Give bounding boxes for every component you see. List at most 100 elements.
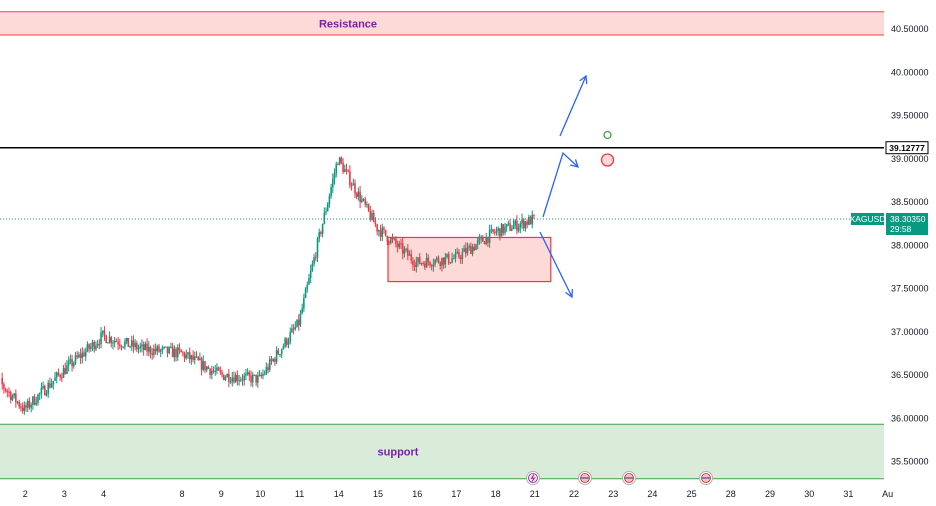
candle-body — [366, 204, 368, 206]
candle-body — [67, 361, 70, 366]
candle — [18, 399, 21, 410]
candle — [311, 260, 314, 272]
candle — [86, 341, 89, 353]
candle — [289, 327, 292, 345]
candle — [96, 339, 99, 349]
candle-body — [531, 214, 534, 225]
price-tick-label: 39.50000 — [891, 111, 929, 121]
candle — [4, 387, 7, 393]
green-marker-circle[interactable] — [603, 130, 612, 140]
candle-body — [471, 246, 474, 254]
candle-body — [233, 377, 235, 383]
candle — [258, 369, 261, 377]
us-event-icon-1[interactable] — [578, 471, 592, 485]
candle — [335, 161, 338, 178]
candle — [522, 217, 525, 232]
time-tick-label: 3 — [62, 489, 67, 499]
candle-body — [345, 169, 348, 171]
candle-body — [430, 265, 433, 267]
candle — [209, 368, 211, 379]
candle — [127, 337, 130, 347]
candle-body — [268, 359, 271, 371]
red-marker-circle[interactable] — [600, 153, 615, 167]
candle — [204, 360, 206, 374]
candle — [364, 196, 367, 208]
candle — [320, 230, 322, 237]
consolidation-box[interactable] — [387, 236, 552, 283]
candle-body — [35, 402, 38, 405]
bearish-arrow[interactable] — [539, 231, 573, 299]
candle-body — [277, 350, 280, 355]
candle — [304, 287, 307, 299]
candle-body — [136, 343, 138, 350]
candle — [108, 331, 111, 344]
candle-body — [292, 328, 295, 330]
candle-body — [398, 243, 401, 248]
us-event-icon-2[interactable] — [622, 471, 636, 485]
candle-body — [103, 330, 106, 336]
candle-body — [323, 212, 326, 224]
us-event-icon-3[interactable] — [699, 471, 713, 485]
candle — [67, 356, 70, 372]
candle — [192, 350, 194, 363]
candle — [52, 380, 55, 390]
candle — [23, 401, 26, 415]
time-tick-label: 2 — [23, 489, 28, 499]
candle-body — [11, 396, 14, 400]
candle — [270, 355, 273, 365]
countdown-text: 29:58 — [890, 224, 912, 234]
candle — [524, 220, 527, 232]
resistance-zone[interactable] — [0, 11, 884, 36]
support-zone[interactable] — [0, 424, 884, 479]
candle-body — [173, 348, 176, 358]
candle-body — [139, 346, 142, 348]
candle-body — [81, 352, 84, 358]
candle-body — [400, 243, 402, 245]
candle — [521, 213, 523, 229]
candle — [476, 236, 479, 250]
candle-body — [211, 370, 213, 375]
candle — [175, 346, 177, 362]
candle — [418, 253, 421, 265]
candle — [466, 242, 469, 256]
candle — [124, 338, 126, 350]
candle-body — [156, 346, 159, 352]
time-tick-label: 30 — [804, 489, 814, 499]
candle-body — [238, 380, 240, 382]
candle-body — [183, 352, 186, 359]
bullish-target-arrow-path — [559, 75, 587, 137]
time-tick-label: 24 — [647, 489, 657, 499]
time-tick-label: 4 — [101, 489, 106, 499]
bullish-target-arrow[interactable] — [559, 74, 588, 137]
candle — [323, 207, 326, 225]
candle — [454, 249, 457, 263]
candle-body — [526, 221, 528, 225]
candle-body — [47, 382, 50, 394]
candle-body — [57, 372, 60, 375]
candle-body — [110, 337, 113, 344]
bullish-break-arrow[interactable] — [542, 151, 579, 218]
candle — [205, 365, 208, 373]
candle-body — [524, 221, 527, 229]
candle — [391, 233, 394, 243]
candle — [400, 238, 402, 249]
candle-body — [178, 347, 181, 350]
candle — [6, 389, 9, 398]
candle-body — [294, 327, 297, 329]
candle-body — [130, 340, 133, 347]
candle — [255, 374, 257, 387]
candle-body — [129, 346, 131, 348]
candle — [154, 343, 157, 355]
candle — [147, 341, 150, 357]
candle — [233, 371, 235, 384]
candle — [509, 219, 511, 232]
lightning-event-icon[interactable] — [526, 471, 540, 485]
candle-body — [84, 351, 87, 357]
candle — [303, 293, 305, 312]
candle — [379, 224, 382, 242]
candle — [197, 355, 199, 361]
candle-body — [347, 169, 349, 172]
candle — [1, 372, 3, 390]
candle — [514, 219, 516, 229]
